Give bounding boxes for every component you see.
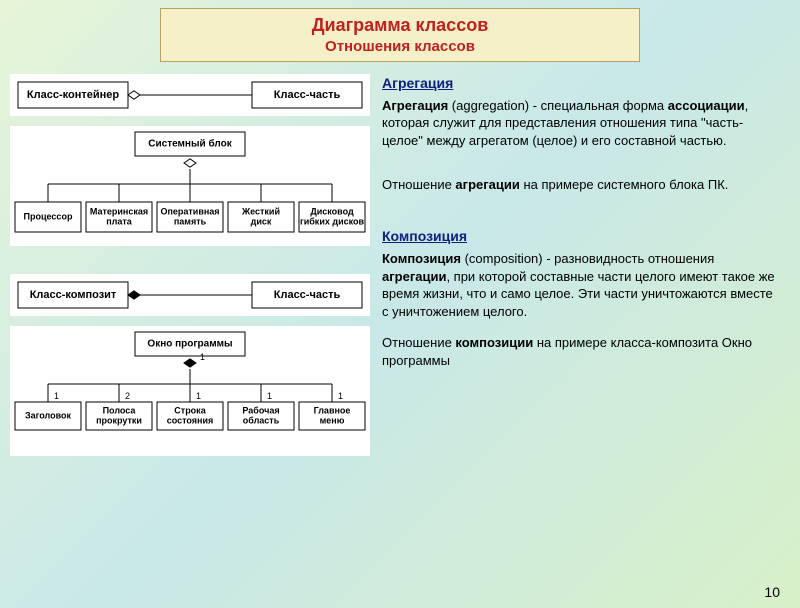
svg-text:Дисковод: Дисковод [310,206,354,216]
page-number: 10 [764,584,780,600]
svg-text:1: 1 [54,391,59,401]
svg-text:1: 1 [338,391,343,401]
svg-text:Процессор: Процессор [24,211,73,221]
content: Класс-контейнер Класс-часть Системный бло… [0,74,800,466]
composition-heading: Композиция [382,227,782,246]
aggregation-heading: Агрегация [382,74,782,93]
aggregation-pair-diagram: Класс-контейнер Класс-часть [10,74,370,116]
svg-text:Полоса: Полоса [103,405,137,415]
title-sub: Отношения классов [171,38,629,55]
aggregation-example-text: Отношение агрегации на примере системног… [382,176,782,194]
svg-text:Класс-контейнер: Класс-контейнер [27,89,119,101]
svg-text:Строка: Строка [174,405,206,415]
svg-text:Рабочая: Рабочая [242,405,279,415]
svg-text:плата: плата [106,216,133,226]
svg-text:Главное: Главное [314,405,351,415]
svg-text:состояния: состояния [167,415,214,425]
svg-text:прокрутки: прокрутки [96,415,142,425]
aggregation-tree-diagram: Системный блок Процессор Материнскаяплата О… [10,126,370,246]
svg-text:2: 2 [125,391,130,401]
svg-text:Класс-часть: Класс-часть [274,89,341,101]
composition-tree-diagram: Окно программы 1 1 Заголовок 2 Полосапрокрутк… [10,326,370,456]
svg-text:память: память [174,216,207,226]
svg-text:Системный блок: Системный блок [148,138,232,150]
svg-text:1: 1 [200,352,205,362]
def-term: Композиция [382,251,461,266]
svg-text:1: 1 [196,391,201,401]
title-box: Диаграмма классов Отношения классов [160,8,640,62]
svg-text:меню: меню [320,415,345,425]
svg-text:гибких дисков: гибких дисков [300,216,365,226]
def-term: Агрегация [382,98,448,113]
svg-text:Заголовок: Заголовок [25,410,72,420]
composition-definition: Композиция (composition) - разновидность… [382,250,782,320]
title-main: Диаграмма классов [171,15,629,36]
svg-text:диск: диск [251,216,272,226]
svg-text:Класс-часть: Класс-часть [274,289,341,301]
svg-text:Жесткий: Жесткий [241,206,280,216]
svg-text:Оперативная: Оперативная [160,206,219,216]
left-column: Класс-контейнер Класс-часть Системный бло… [10,74,370,466]
composition-example-text: Отношение композиции на примере класса-к… [382,334,782,369]
svg-text:1: 1 [267,391,272,401]
svg-text:область: область [243,415,280,425]
svg-text:Класс-композит: Класс-композит [30,289,117,301]
svg-text:Окно программы: Окно программы [147,339,232,350]
composition-pair-diagram: Класс-композит Класс-часть [10,274,370,316]
svg-text:Материнская: Материнская [90,206,148,216]
right-column: Агрегация Агрегация (aggregation) - спец… [382,74,782,466]
aggregation-definition: Агрегация (aggregation) - специальная фо… [382,97,782,150]
